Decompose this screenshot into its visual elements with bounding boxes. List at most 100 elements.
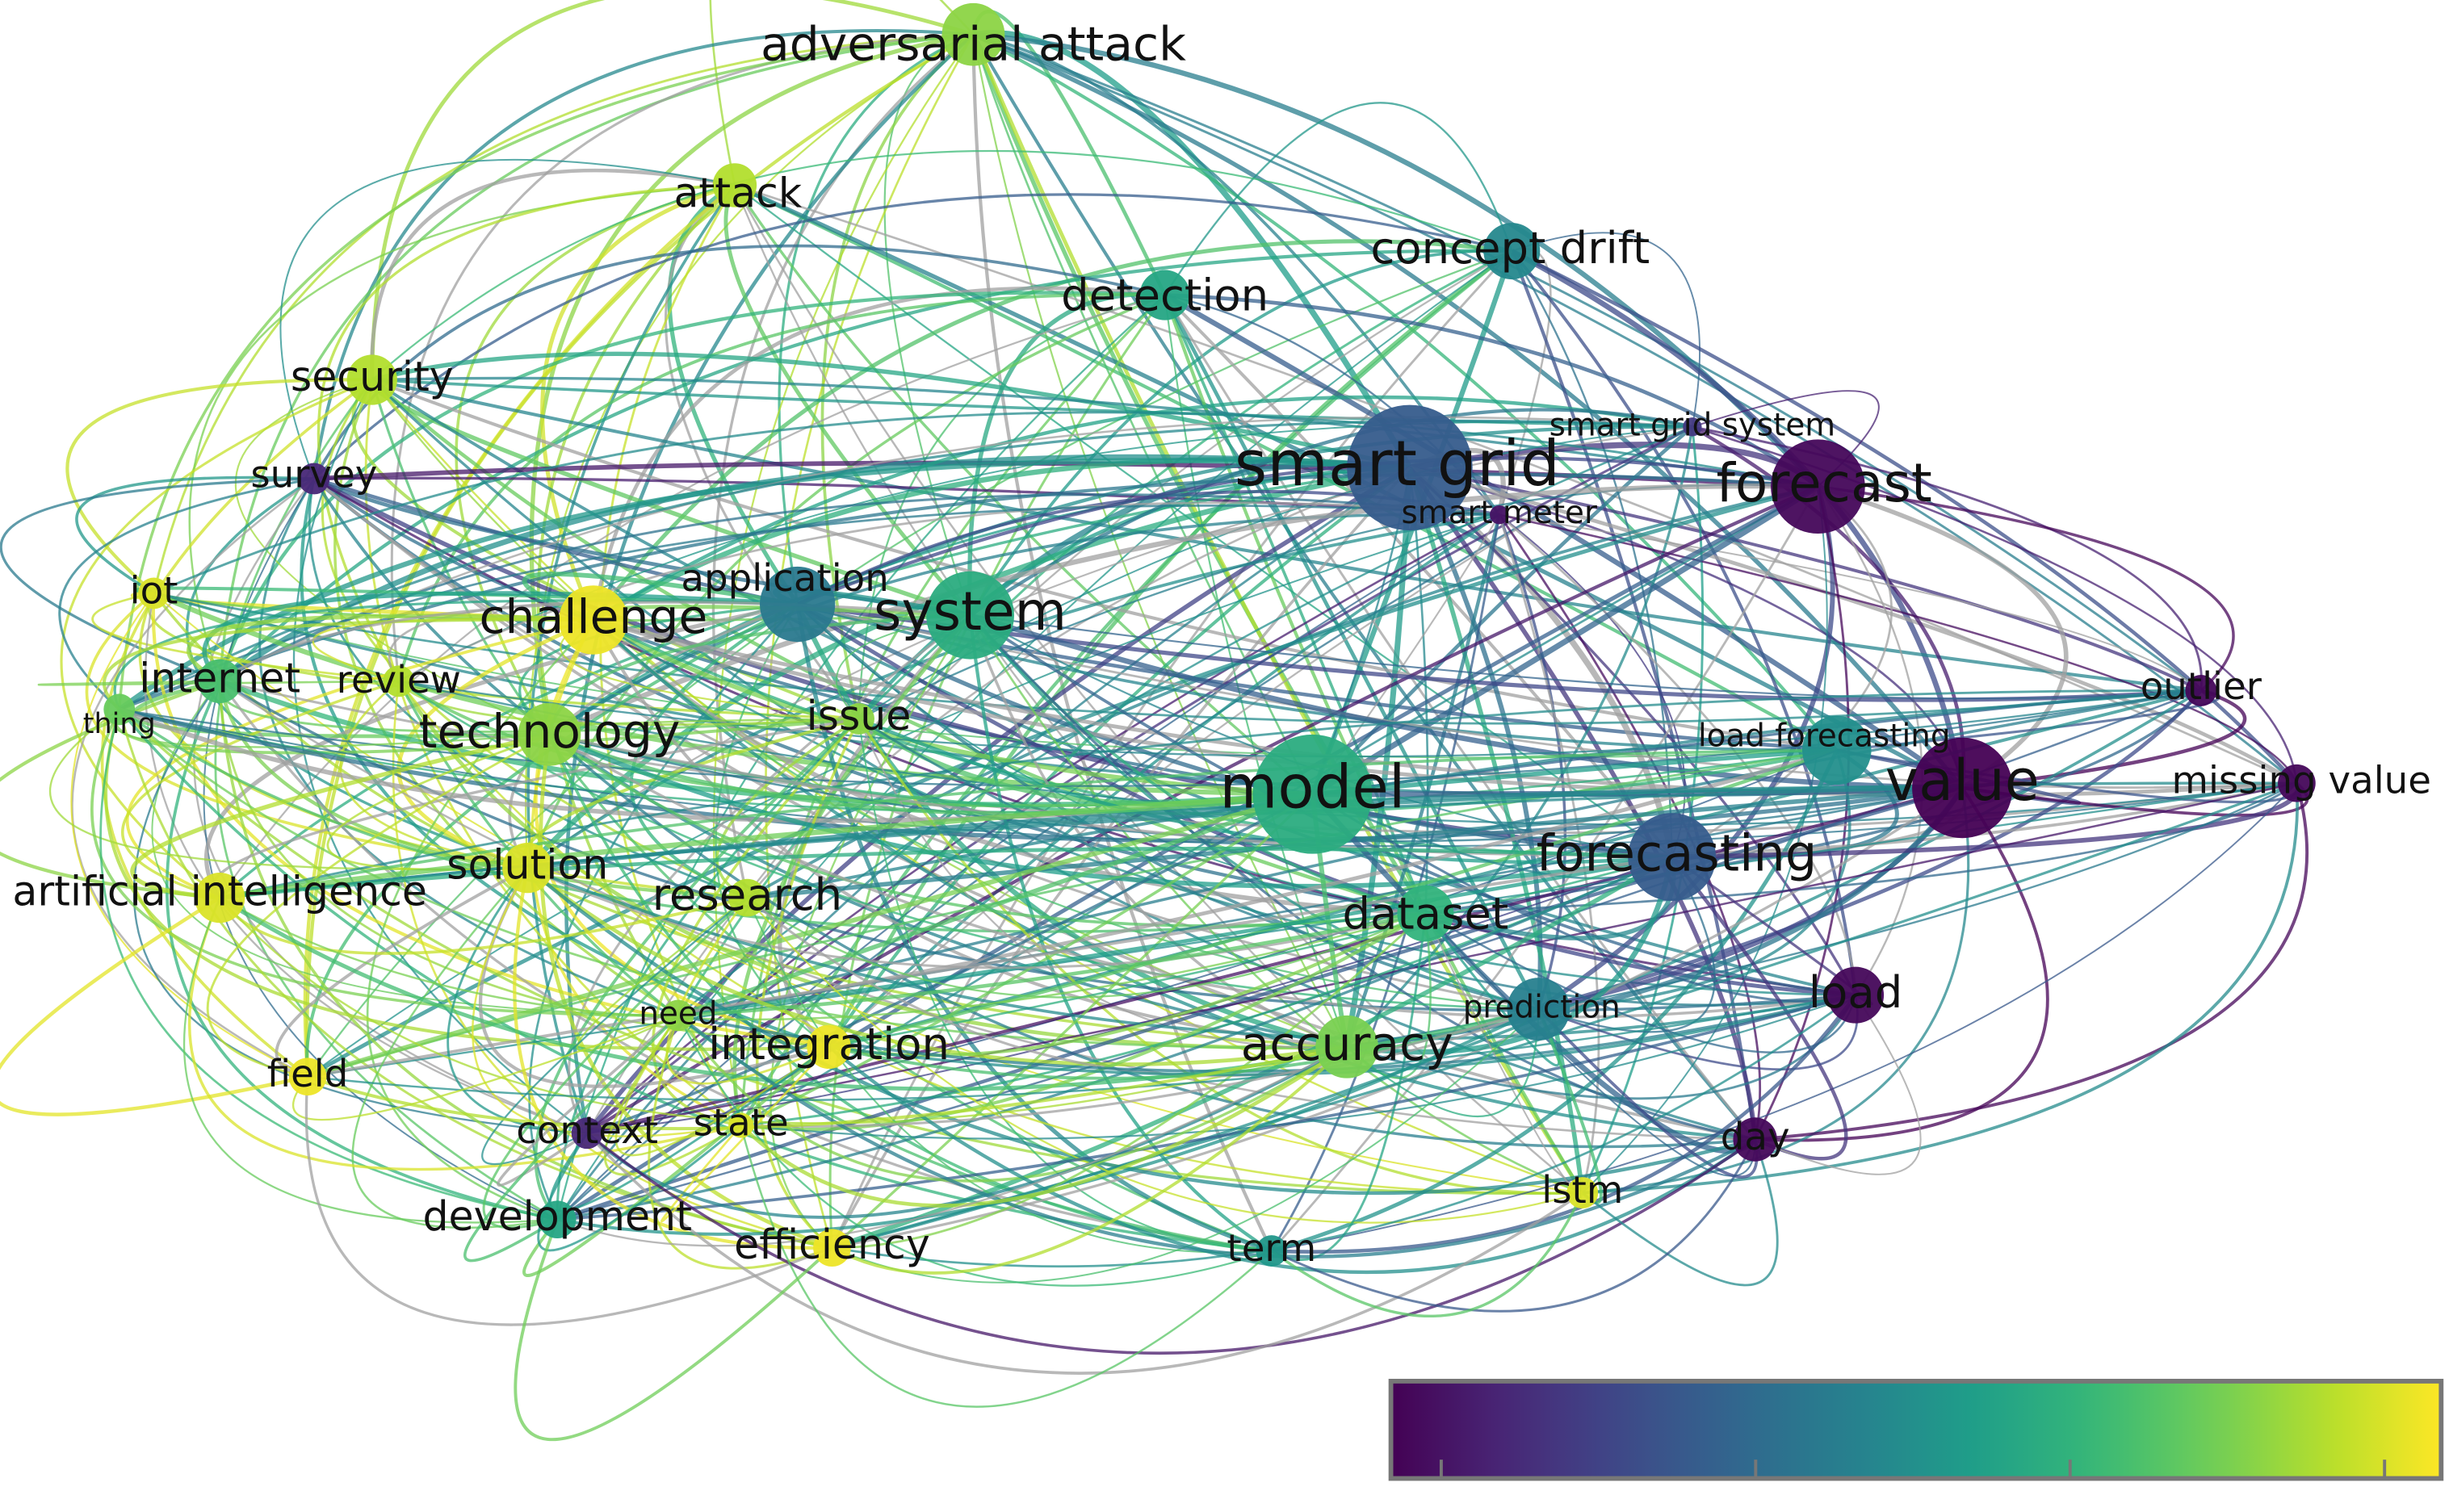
node-label: solution (447, 841, 608, 889)
edge (648, 1015, 832, 1270)
edge (275, 866, 529, 1079)
edge (1581, 1139, 1779, 1287)
edge (279, 158, 736, 480)
edge (1537, 856, 1716, 1033)
edge (455, 183, 736, 735)
edge (969, 614, 1583, 1194)
node (1483, 223, 1541, 280)
edge (258, 478, 679, 1017)
edge (292, 1014, 679, 1121)
edge (153, 411, 1818, 595)
node (1912, 737, 2013, 839)
edge (1271, 782, 2298, 1252)
node-label: accuracy (1241, 1016, 1453, 1071)
edge (828, 1045, 1756, 1275)
edge (307, 782, 2297, 1078)
edge (371, 378, 1856, 997)
edge (370, 168, 736, 380)
node-label: load forecasting (1698, 718, 1951, 754)
edge (118, 33, 974, 710)
node (518, 703, 581, 766)
edge (832, 912, 1427, 1250)
node (1827, 966, 1885, 1024)
edge (371, 376, 1818, 488)
node (1139, 270, 1190, 320)
node-label: state (694, 1102, 789, 1146)
edge (1692, 390, 1880, 488)
node-label: forecast (1717, 452, 1932, 514)
node (1347, 404, 1473, 531)
edge (371, 149, 1512, 381)
edge (732, 614, 972, 1126)
node-label: day (1721, 1116, 1790, 1159)
edge (1537, 1007, 1759, 1179)
edges (0, 0, 2309, 1441)
node (138, 577, 170, 609)
edge (1817, 484, 2069, 790)
edge (967, 291, 1165, 616)
edge (526, 866, 1426, 970)
edge (667, 183, 799, 605)
edge (1164, 102, 1513, 296)
node-label: load (1809, 966, 1902, 1018)
edge (677, 792, 1314, 1018)
edge (1537, 995, 1859, 1070)
node-label: context (516, 1109, 658, 1153)
edge (534, 718, 860, 1221)
edge (537, 1124, 742, 1252)
edge (677, 249, 1512, 1016)
edge (1164, 292, 1965, 790)
edge (526, 866, 1756, 1196)
edge (218, 33, 974, 681)
colorbar-tick-label: 2022.0 (1998, 1505, 2141, 1512)
edge (746, 897, 1426, 999)
edge (1538, 749, 1851, 1011)
edge (556, 856, 1673, 1221)
edge (219, 846, 1672, 900)
edge (1271, 994, 1857, 1254)
colorbar-gradient (1388, 1379, 2444, 1481)
colorbar: 2021.0 2021.5 2022.0 2022.5 (1369, 1379, 2449, 1512)
edge (118, 708, 1348, 1049)
edge (972, 30, 1413, 470)
node (288, 1058, 327, 1096)
node-label: integration (708, 1018, 950, 1070)
node-label: artificial intelligence (12, 868, 427, 915)
node-label: term (1227, 1227, 1316, 1271)
edge (526, 425, 1693, 869)
edge (796, 456, 1818, 606)
node-label: security (291, 353, 454, 400)
node-label: missing value (2172, 760, 2431, 803)
edge (218, 681, 832, 1250)
edge (1270, 486, 1819, 1252)
edge (972, 33, 2202, 692)
node-label: issue (807, 692, 912, 739)
edge (351, 867, 558, 1229)
edge (312, 193, 1512, 480)
node (1397, 885, 1454, 942)
edge (740, 1045, 1348, 1208)
edge (1755, 995, 1922, 1175)
node (346, 354, 397, 405)
node (926, 571, 1014, 660)
edge (58, 477, 315, 710)
edge (37, 680, 399, 686)
edge (828, 425, 1693, 1048)
edge (165, 681, 558, 1221)
node (1566, 1177, 1599, 1209)
edge (151, 681, 678, 1016)
edge (65, 378, 372, 595)
edge (219, 748, 1837, 899)
edge (746, 897, 1583, 1224)
edge (1755, 782, 2309, 1141)
edge (827, 249, 1513, 1048)
edge (556, 1045, 1348, 1247)
edge (828, 513, 1500, 1049)
edge (339, 680, 528, 869)
edge (397, 681, 1583, 1195)
node-label: prediction (1463, 990, 1621, 1026)
edge (370, 0, 975, 380)
node (941, 2, 1005, 66)
